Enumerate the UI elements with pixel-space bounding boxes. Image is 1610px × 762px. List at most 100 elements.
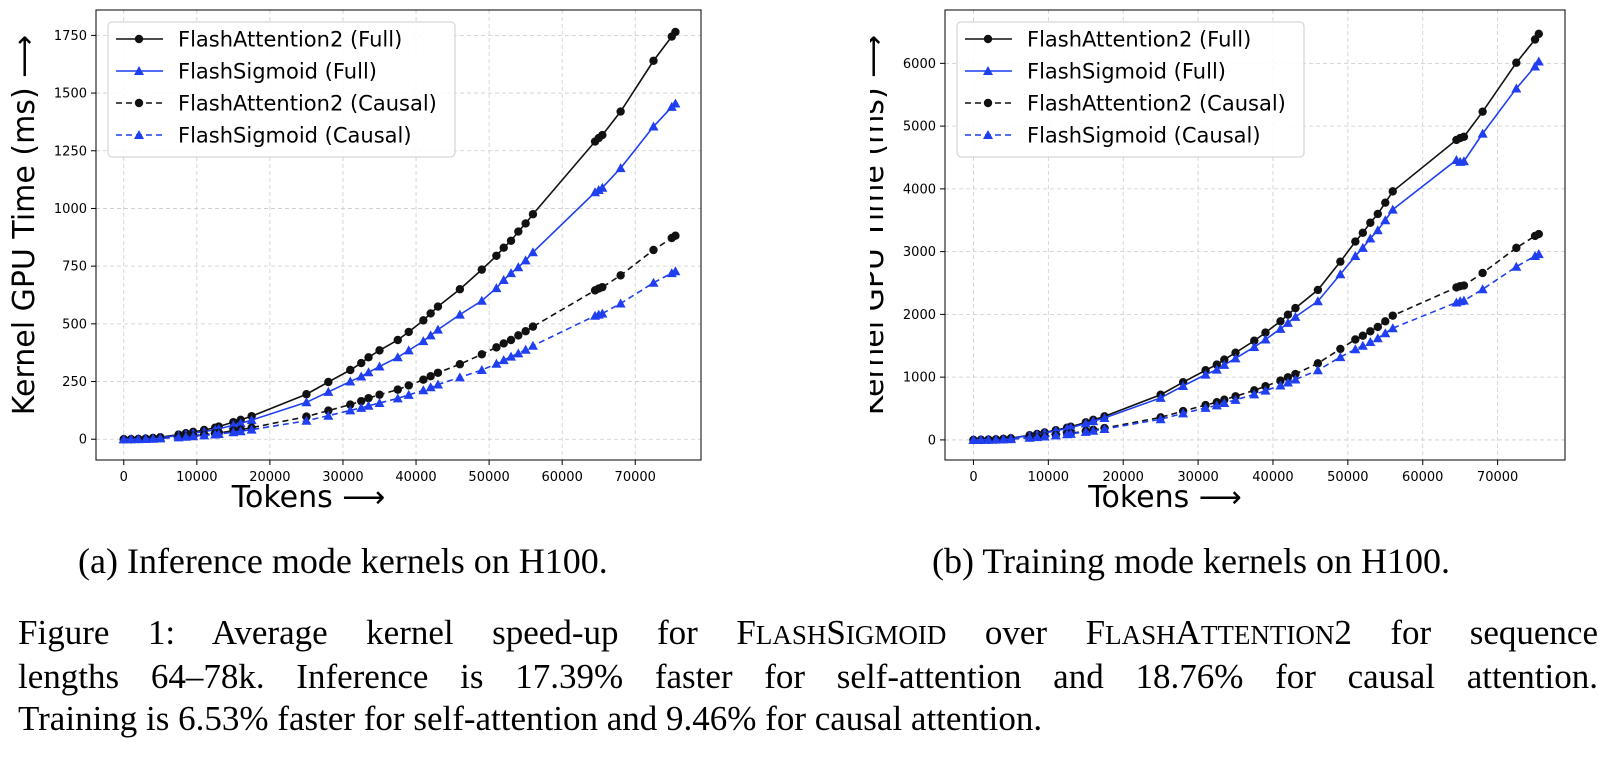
x-tick-label: 50000 bbox=[468, 470, 509, 485]
data-point bbox=[1291, 303, 1300, 313]
data-point bbox=[671, 231, 680, 240]
x-tick-label: 40000 bbox=[1252, 470, 1293, 485]
data-point bbox=[133, 434, 144, 444]
data-point bbox=[1260, 334, 1271, 344]
data-point bbox=[514, 227, 523, 236]
y-tick-label: 1000 bbox=[54, 202, 87, 217]
data-point bbox=[498, 355, 509, 365]
data-point bbox=[246, 415, 257, 425]
x-tick-label: 60000 bbox=[541, 470, 582, 485]
data-point bbox=[1283, 310, 1293, 319]
data-point bbox=[301, 415, 312, 425]
data-point bbox=[228, 420, 239, 430]
data-point bbox=[1358, 228, 1368, 238]
data-point bbox=[1283, 373, 1293, 382]
data-point bbox=[1350, 251, 1361, 261]
data-point bbox=[1358, 331, 1368, 340]
data-point bbox=[1380, 215, 1391, 225]
data-point bbox=[1212, 360, 1222, 369]
legend-box bbox=[107, 21, 456, 158]
data-point bbox=[455, 360, 465, 369]
data-point bbox=[1291, 369, 1300, 379]
data-point bbox=[432, 324, 443, 334]
legend-label: FlashSigmoid (Causal) bbox=[178, 124, 412, 148]
data-point bbox=[147, 433, 158, 443]
data-point bbox=[1351, 237, 1360, 246]
data-point bbox=[1511, 261, 1522, 271]
data-point bbox=[1230, 394, 1241, 404]
legend-marker bbox=[134, 130, 144, 139]
data-point bbox=[1005, 434, 1016, 444]
data-point bbox=[492, 251, 501, 260]
x-tick-label: 30000 bbox=[322, 470, 363, 485]
data-point bbox=[1211, 364, 1222, 374]
data-point bbox=[188, 431, 199, 441]
data-point bbox=[670, 98, 681, 108]
data-point bbox=[1260, 385, 1271, 395]
plot-frame bbox=[944, 9, 1566, 461]
data-point bbox=[235, 426, 246, 436]
data-point bbox=[1275, 323, 1286, 333]
data-point bbox=[403, 345, 414, 355]
data-point bbox=[513, 348, 524, 358]
subcaption-a: (a) Inference mode kernels on H100. bbox=[78, 541, 608, 581]
data-point bbox=[1219, 398, 1230, 408]
data-point bbox=[228, 427, 239, 437]
x-tick-label: 0 bbox=[120, 470, 128, 485]
data-point bbox=[597, 308, 608, 318]
data-point bbox=[392, 352, 403, 362]
legend: FlashAttention2 (Full) FlashSigmoid (Full… bbox=[107, 21, 456, 158]
data-point bbox=[454, 372, 465, 382]
data-point bbox=[598, 130, 607, 140]
data-point bbox=[403, 389, 414, 399]
caption-line-2: lengths 64–78k. Inference is 17.39% fast… bbox=[18, 657, 1598, 696]
data-point bbox=[419, 375, 428, 384]
data-point bbox=[356, 371, 367, 381]
x-tick-label: 0 bbox=[969, 470, 977, 485]
data-point bbox=[323, 410, 334, 420]
data-point bbox=[498, 275, 509, 284]
data-point bbox=[324, 406, 333, 415]
y-axis-label: Kernel GPU Time (ms) ⟶ bbox=[870, 35, 891, 415]
data-point bbox=[1275, 380, 1286, 390]
y-tick-label: 4000 bbox=[903, 182, 936, 197]
data-point bbox=[126, 434, 137, 444]
data-point bbox=[199, 430, 210, 440]
data-point bbox=[155, 433, 166, 443]
data-point bbox=[1512, 58, 1521, 67]
data-point bbox=[1366, 218, 1375, 227]
data-point bbox=[302, 390, 311, 399]
data-point bbox=[671, 27, 680, 37]
data-point bbox=[520, 344, 531, 354]
plot-frame bbox=[95, 9, 702, 461]
x-axis-label: Tokens ⟶ bbox=[1087, 480, 1242, 515]
data-point bbox=[615, 298, 626, 308]
legend-label: FlashSigmoid (Causal) bbox=[1027, 124, 1261, 148]
y-tick-label: 2000 bbox=[903, 308, 936, 323]
data-point bbox=[375, 346, 384, 355]
x-tick-label: 50000 bbox=[1327, 470, 1368, 485]
legend-label: FlashAttention2 (Causal) bbox=[178, 92, 437, 116]
data-point bbox=[1032, 432, 1043, 442]
data-point bbox=[477, 265, 486, 274]
data-point bbox=[491, 283, 502, 293]
data-point bbox=[1534, 229, 1543, 239]
data-point bbox=[246, 424, 257, 434]
data-point bbox=[1372, 225, 1383, 235]
data-point bbox=[1533, 56, 1544, 66]
x-tick-label: 20000 bbox=[249, 470, 290, 485]
data-point bbox=[1478, 107, 1487, 116]
data-point bbox=[357, 358, 366, 368]
data-point bbox=[433, 302, 443, 311]
data-point bbox=[1373, 209, 1383, 219]
data-point bbox=[670, 266, 681, 276]
data-point bbox=[1155, 414, 1166, 424]
data-point bbox=[140, 433, 151, 443]
data-point bbox=[1357, 340, 1368, 350]
data-point bbox=[1313, 359, 1323, 368]
data-point bbox=[393, 335, 402, 345]
legend-marker bbox=[983, 130, 993, 139]
data-point bbox=[1313, 285, 1323, 295]
data-point bbox=[375, 390, 384, 399]
x-tick-label: 70000 bbox=[1477, 470, 1518, 485]
